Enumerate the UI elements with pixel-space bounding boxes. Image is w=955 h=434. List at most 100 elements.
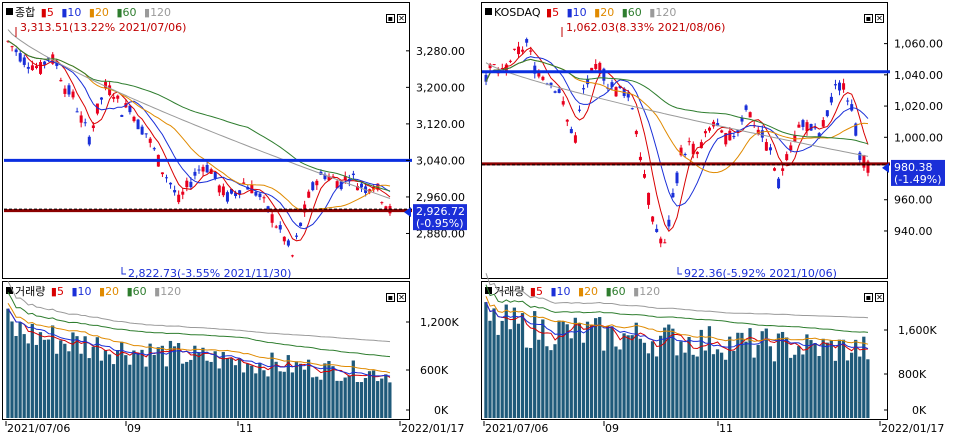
candle [83,122,87,124]
price-tick-label: 2,880.00 [416,227,465,240]
candle [508,60,512,62]
candle [582,88,586,90]
volume-bar [258,362,262,418]
volume-bar [79,353,83,418]
candle [683,153,687,155]
candle [679,147,683,156]
current-price-change: (-1.49%) [894,173,942,186]
volume-bar [496,334,500,418]
candle [618,85,622,88]
volume-bar [675,355,679,418]
legend-ma120: ▮120 [144,6,172,19]
volume-bar [516,323,521,418]
ma10-line [485,56,869,207]
candle [517,46,521,55]
vol-ma5-line [485,301,869,352]
volume-bar [813,343,817,418]
candle [744,105,748,110]
volume-bar [87,358,91,418]
maximize-icon[interactable]: ▪ [864,14,873,23]
candle [655,228,659,232]
volume-bar [46,339,51,418]
date-tick-label: 09 [605,422,619,434]
volume-bar [254,373,258,418]
volume-tick-label: 1,200K [420,316,459,329]
volume-bar [250,365,254,418]
date-tick-label: 11 [239,422,253,434]
volume-bar [756,344,760,418]
volume-bar [59,340,63,418]
candle [667,219,671,227]
close-icon[interactable]: ✕ [397,14,406,23]
candle [108,85,112,96]
close-icon[interactable]: ✕ [875,293,884,302]
candle [43,61,47,65]
price-tick-label: 1,040.00 [894,69,943,82]
candle [833,84,837,86]
candle [71,91,75,98]
candle [160,172,164,175]
volume-bar [282,371,286,418]
volume-bar [99,360,104,418]
candle [797,124,801,128]
candle [311,182,315,191]
volume-bar [95,337,99,418]
volume-bar [667,324,671,418]
candle [270,214,274,223]
candle [573,135,577,143]
candle [169,182,173,185]
volume-bar [508,329,512,418]
candle [569,129,573,134]
candle [809,123,813,131]
volume-bar [278,371,282,418]
candle [189,181,193,188]
candle [67,85,71,95]
candle [703,131,707,134]
candle [22,57,26,65]
candle [821,120,825,127]
candle [221,186,225,196]
candle [116,95,120,99]
volume-bar [75,336,79,418]
candle [55,63,59,66]
candle [675,172,679,184]
volume-bar [671,328,675,418]
legend-ma10: ▮10 [71,285,92,298]
close-icon[interactable]: ✕ [397,293,406,302]
maximize-icon[interactable]: ▪ [864,293,873,302]
volume-bar [650,341,655,418]
volume-bar [817,356,821,418]
volume-bar [71,332,75,418]
legend-title: 거래량 [15,285,46,298]
volume-bar [156,347,160,418]
volume-bar [512,307,517,418]
maximize-icon[interactable]: ▪ [386,14,395,23]
candle [164,177,168,179]
legend-ma5: ▮5 [50,285,64,298]
legend-ma5: ▮5 [546,6,560,19]
volume-tick-label: 600K [420,364,449,377]
candle [193,171,197,176]
candle [286,240,290,246]
volume-bar [801,354,805,418]
volume-bar [67,351,71,418]
volume-bar [776,333,781,418]
maximize-icon[interactable]: ▪ [386,293,395,302]
volume-bar [768,346,772,418]
candle [586,79,590,85]
close-icon[interactable]: ✕ [875,14,884,23]
volume-bar [488,320,492,418]
volume-bar [160,345,164,418]
volume-bar [50,325,55,418]
candle [614,87,618,97]
candle [14,49,18,53]
candle [695,151,699,155]
volume-bar [107,354,112,418]
volume-bar [274,361,278,418]
volume-bar [237,358,242,418]
candle [258,193,262,198]
price-tick-label: 3,040.00 [416,154,465,167]
legend-ma20: ▮20 [88,6,109,19]
candle [26,66,30,69]
volume-bar [618,349,622,418]
